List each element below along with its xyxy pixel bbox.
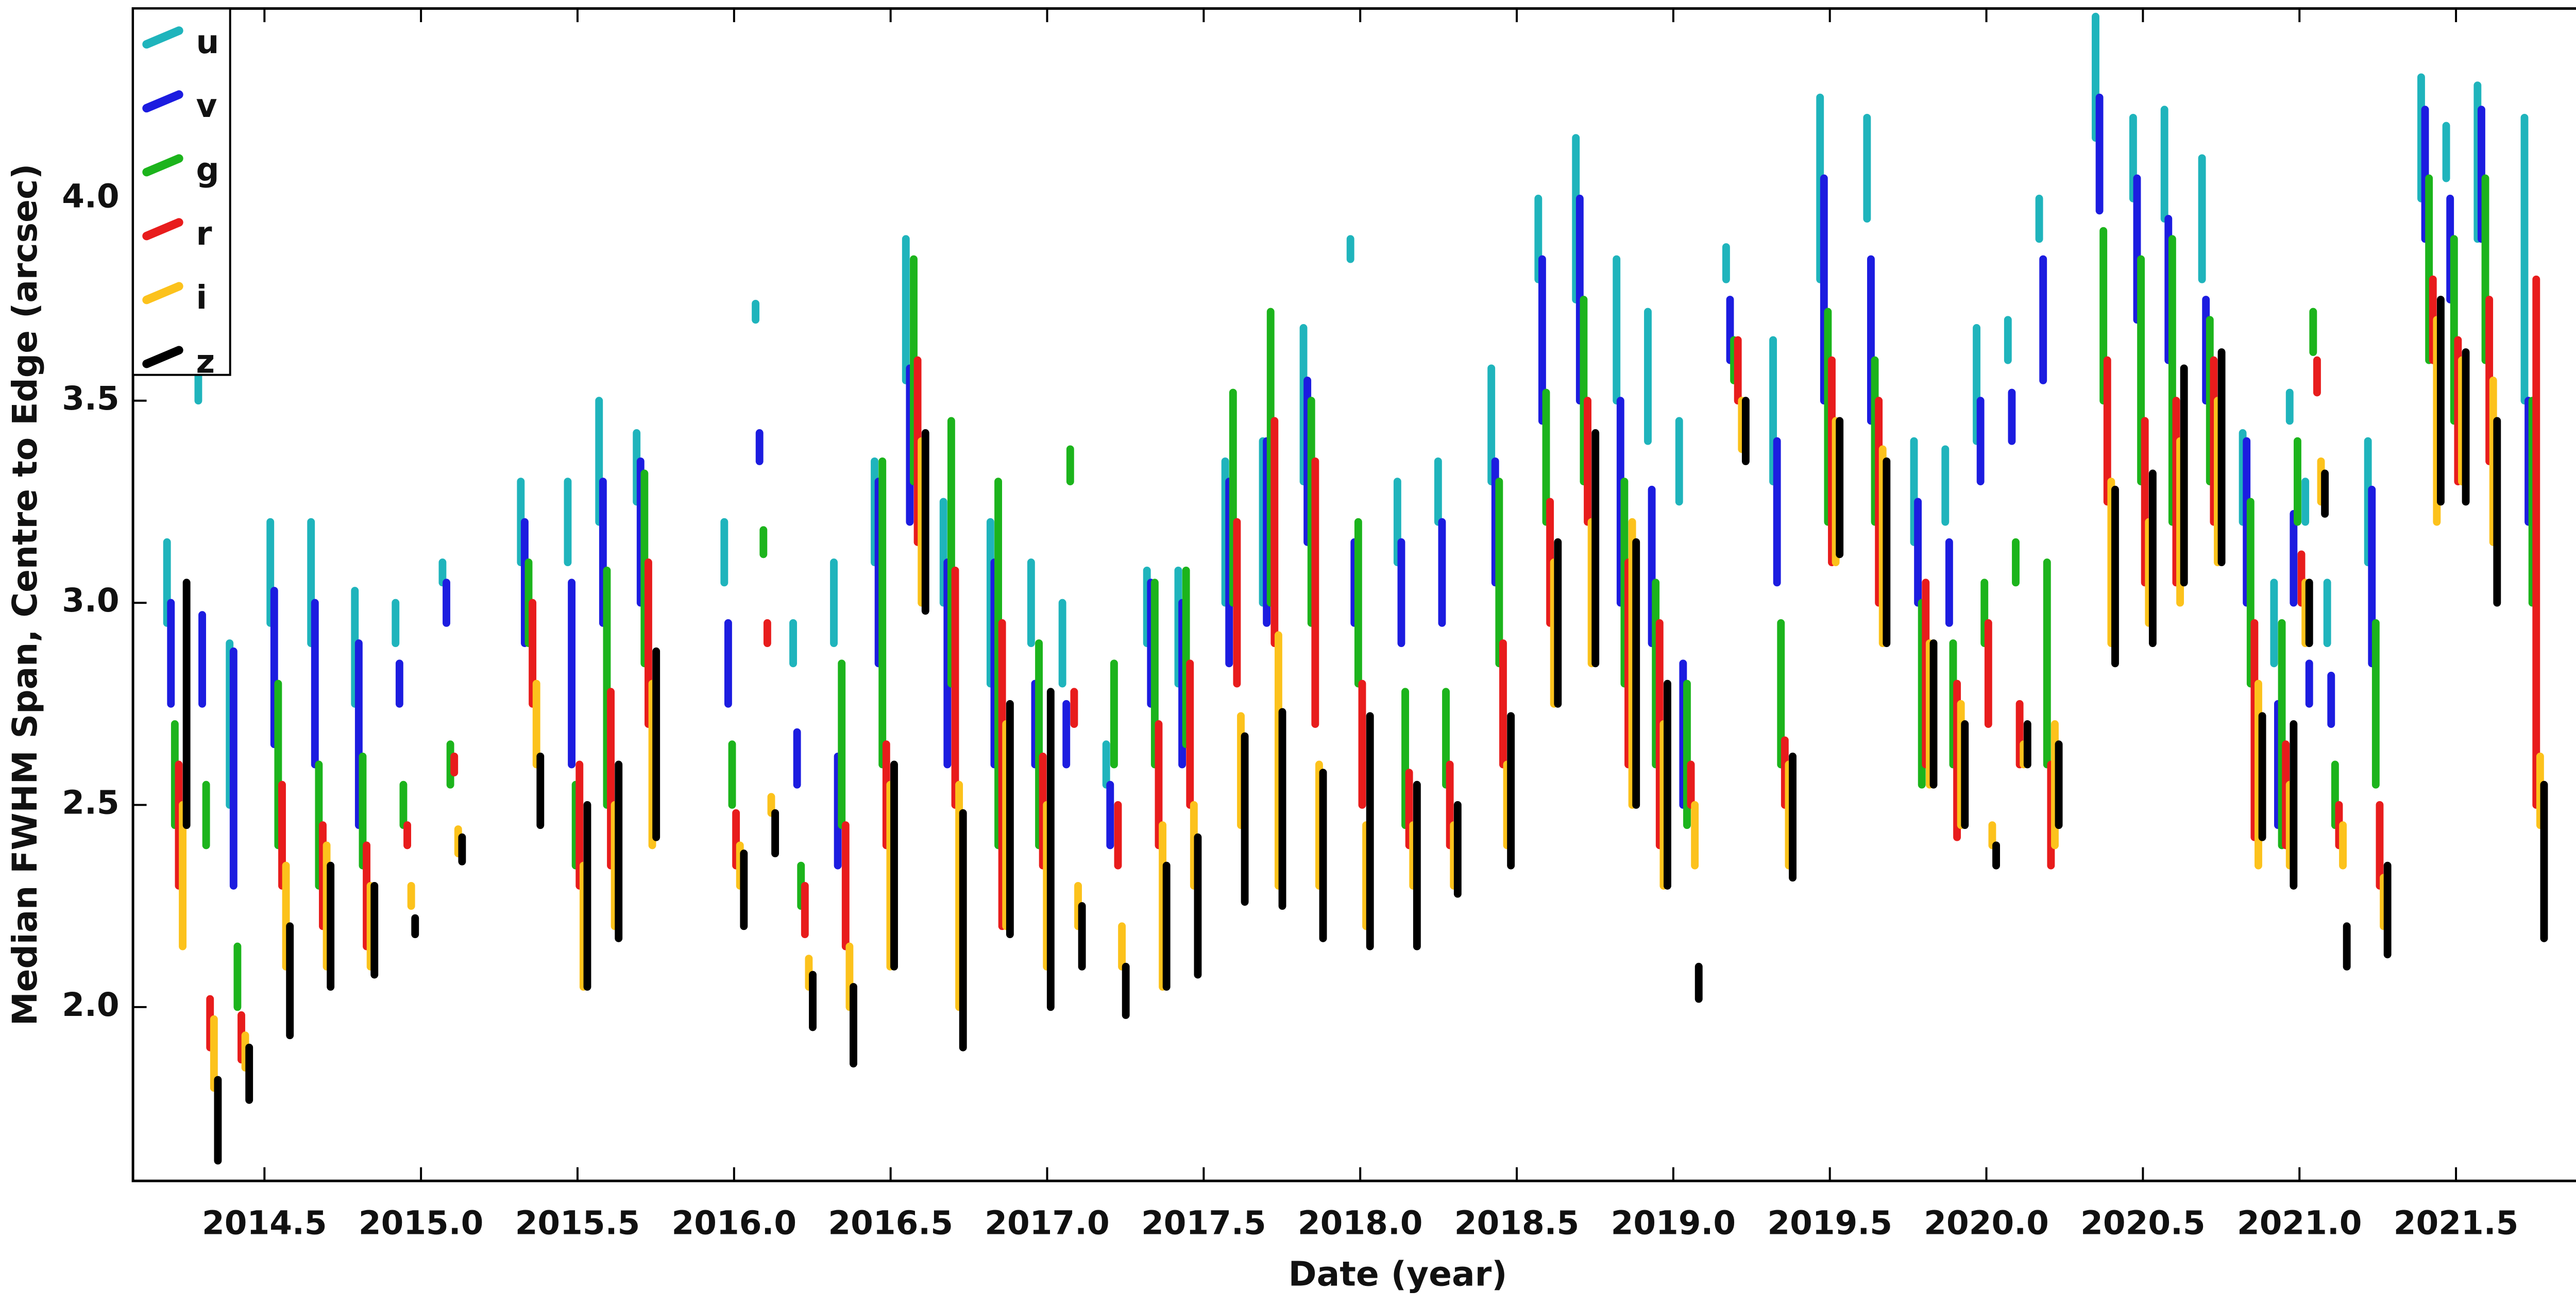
y-tick-label: 2.0 — [62, 986, 119, 1024]
legend-label: v — [196, 87, 217, 125]
legend-label: i — [196, 279, 207, 316]
x-tick-label: 2019.0 — [1611, 1204, 1736, 1242]
x-tick-label: 2015.0 — [359, 1204, 484, 1242]
legend-label: z — [196, 343, 215, 380]
x-tick-label: 2016.5 — [828, 1204, 953, 1242]
legend-label: u — [196, 23, 219, 61]
legend-box — [132, 7, 231, 376]
y-tick-label: 3.0 — [62, 582, 119, 619]
x-tick-label: 2019.5 — [1767, 1204, 1892, 1242]
legend-label: r — [196, 215, 212, 252]
y-tick-label: 4.0 — [62, 177, 119, 215]
y-tick-label: 2.5 — [62, 784, 119, 822]
legend-swatch — [142, 90, 183, 113]
legend-swatch — [142, 346, 183, 368]
x-tick-label: 2020.0 — [1924, 1204, 2049, 1242]
x-tick-label: 2018.5 — [1454, 1204, 1580, 1242]
legend-swatch — [142, 154, 183, 177]
y-axis-title: Median FWHM Span, Centre to Edge (arcsec… — [5, 164, 45, 1026]
legend-swatch — [142, 218, 183, 241]
x-tick-label: 2016.0 — [672, 1204, 797, 1242]
legend-label: g — [196, 151, 219, 189]
x-axis-title: Date (year) — [1289, 1254, 1507, 1294]
data-marks — [163, 12, 2548, 1165]
y-tick-label: 3.5 — [62, 380, 119, 417]
x-tick-label: 2020.5 — [2080, 1204, 2206, 1242]
x-tick-label: 2018.0 — [1298, 1204, 1423, 1242]
x-tick-label: 2014.5 — [202, 1204, 327, 1242]
x-tick-label: 2015.5 — [515, 1204, 640, 1242]
x-tick-label: 2017.0 — [985, 1204, 1110, 1242]
legend-swatch — [142, 26, 183, 49]
x-tick-label: 2017.5 — [1141, 1204, 1266, 1242]
x-tick-label: 2021.5 — [2394, 1204, 2519, 1242]
x-tick-label: 2021.0 — [2237, 1204, 2362, 1242]
legend-swatch — [142, 282, 183, 304]
